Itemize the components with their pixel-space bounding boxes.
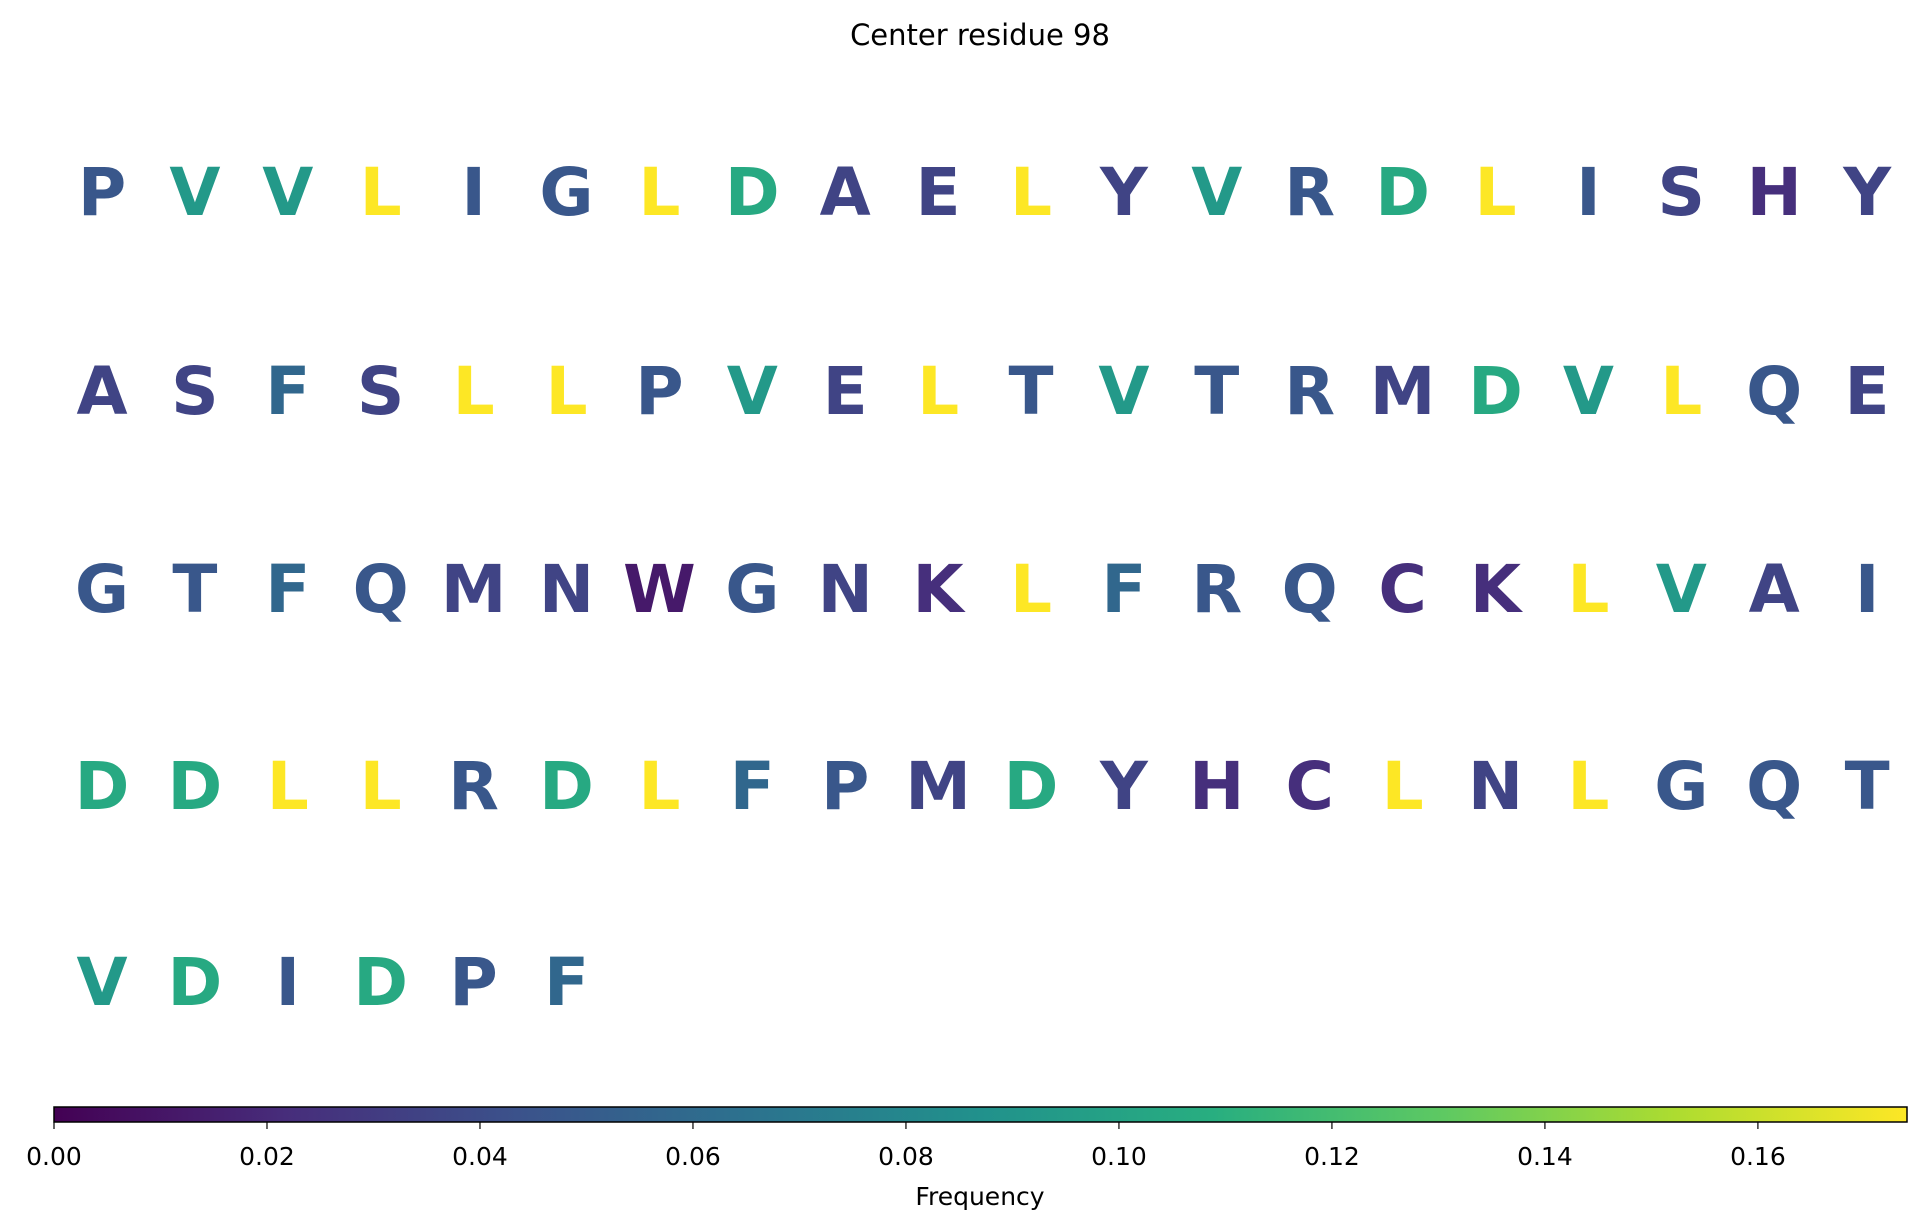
residue-letter: C xyxy=(1378,551,1426,628)
residue-letter: L xyxy=(360,748,402,825)
colorbar-tick-label: 0.00 xyxy=(26,1142,82,1171)
residue-letter: V xyxy=(727,353,778,430)
residue-letter: Y xyxy=(1842,154,1892,231)
residue-letter: P xyxy=(449,944,497,1021)
residue-letter: Q xyxy=(353,551,409,628)
residue-letter: D xyxy=(539,748,594,825)
residue-letter: T xyxy=(1008,353,1053,430)
residue-letter: V xyxy=(262,154,313,231)
residue-letter: Q xyxy=(1282,551,1338,628)
residue-letter: I xyxy=(276,944,301,1021)
residue-letter: L xyxy=(638,748,680,825)
colorbar-tick-label: 0.04 xyxy=(452,1142,508,1171)
residue-letter: V xyxy=(76,944,127,1021)
residue-letter: T xyxy=(1194,353,1239,430)
residue-letter: P xyxy=(821,748,869,825)
residue-letter: S xyxy=(357,353,405,430)
colorbar-tick-label: 0.02 xyxy=(239,1142,295,1171)
residue-letter: G xyxy=(75,551,129,628)
residue-letter: F xyxy=(1101,551,1146,628)
residue-letter: I xyxy=(1576,154,1601,231)
residue-letter: L xyxy=(1660,353,1702,430)
colorbar-tick-label: 0.16 xyxy=(1730,1142,1786,1171)
residue-letter: M xyxy=(905,748,971,825)
residue-letter: F xyxy=(730,748,775,825)
residue-letter: L xyxy=(1010,551,1052,628)
residue-letter: T xyxy=(1845,748,1890,825)
residue-letter: D xyxy=(353,944,408,1021)
residue-letter: V xyxy=(1656,551,1707,628)
residue-letter: H xyxy=(1189,748,1244,825)
residue-letter: V xyxy=(1191,154,1242,231)
residue-letter: G xyxy=(725,551,779,628)
residue-letter: A xyxy=(76,353,127,430)
residue-letter: D xyxy=(1375,154,1430,231)
colorbar-tick-label: 0.14 xyxy=(1517,1142,1573,1171)
residue-letter: E xyxy=(823,353,868,430)
residue-letter: D xyxy=(168,748,223,825)
residue-letter: Q xyxy=(1746,748,1802,825)
residue-letter: R xyxy=(448,748,499,825)
residue-letter: A xyxy=(820,154,871,231)
colorbar-tick-label: 0.06 xyxy=(665,1142,721,1171)
colorbar-label: Frequency xyxy=(915,1182,1044,1211)
colorbar-tick-label: 0.10 xyxy=(1091,1142,1147,1171)
residue-letter: K xyxy=(1470,551,1524,628)
residue-letter: R xyxy=(1284,353,1335,430)
residue-letter: L xyxy=(453,353,495,430)
residue-letter: V xyxy=(1098,353,1149,430)
residue-letter: L xyxy=(638,154,680,231)
residue-letter: D xyxy=(1004,748,1059,825)
residue-letter: T xyxy=(172,551,217,628)
colorbar-tick-label: 0.12 xyxy=(1304,1142,1360,1171)
residue-letter: D xyxy=(75,748,130,825)
residue-letter: V xyxy=(1563,353,1614,430)
residue-letter: Q xyxy=(1746,353,1802,430)
residue-letter: H xyxy=(1747,154,1802,231)
residue-letter: A xyxy=(1749,551,1800,628)
residue-letter: C xyxy=(1285,748,1333,825)
residue-letter: L xyxy=(1567,748,1609,825)
residue-letter: L xyxy=(1010,154,1052,231)
residue-letter: M xyxy=(1370,353,1436,430)
residue-letter: N xyxy=(1468,748,1523,825)
residue-letter: L xyxy=(1567,551,1609,628)
colorbar xyxy=(53,1106,1908,1123)
residue-letter: I xyxy=(1855,551,1880,628)
chart-title: Center residue 98 xyxy=(850,18,1110,52)
residue-letter: I xyxy=(461,154,486,231)
residue-letter: L xyxy=(1474,154,1516,231)
residue-letter: N xyxy=(818,551,873,628)
residue-letter: F xyxy=(265,353,310,430)
residue-letter: P xyxy=(635,353,683,430)
residue-letter: E xyxy=(916,154,961,231)
residue-letter: L xyxy=(267,748,309,825)
residue-letter: D xyxy=(725,154,780,231)
residue-letter: L xyxy=(917,353,959,430)
residue-letter: L xyxy=(1382,748,1424,825)
residue-letter: S xyxy=(1658,154,1706,231)
colorbar-tick-label: 0.08 xyxy=(878,1142,934,1171)
residue-letter: K xyxy=(913,551,967,628)
residue-letter: L xyxy=(545,353,587,430)
residue-letter: E xyxy=(1845,353,1890,430)
residue-letter: S xyxy=(171,353,219,430)
residue-letter: Y xyxy=(1099,748,1149,825)
residue-letter: D xyxy=(1468,353,1523,430)
residue-letter: Y xyxy=(1099,154,1149,231)
residue-letter: P xyxy=(78,154,126,231)
residue-letter: R xyxy=(1284,154,1335,231)
residue-letter: V xyxy=(169,154,220,231)
residue-letter: G xyxy=(1654,748,1708,825)
residue-letter: F xyxy=(265,551,310,628)
residue-letter: R xyxy=(1191,551,1242,628)
residue-letter: W xyxy=(623,551,696,628)
residue-letter: L xyxy=(360,154,402,231)
residue-letter: D xyxy=(168,944,223,1021)
residue-letter: M xyxy=(441,551,507,628)
residue-letter: F xyxy=(544,944,589,1021)
residue-letter: N xyxy=(539,551,594,628)
residue-letter: G xyxy=(539,154,593,231)
